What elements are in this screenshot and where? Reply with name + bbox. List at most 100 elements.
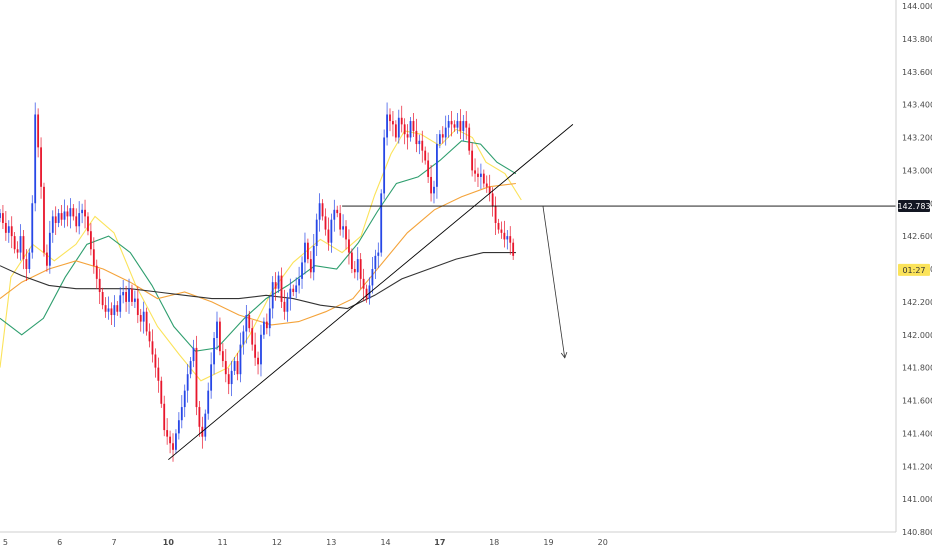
candle-body — [377, 252, 380, 256]
candle-body — [392, 121, 394, 125]
x-tick-label: 7 — [111, 538, 116, 547]
candle-body — [48, 232, 51, 266]
candle-body — [75, 216, 78, 227]
candle-body — [19, 236, 22, 253]
candle-body — [406, 134, 409, 138]
candle-body — [471, 150, 474, 171]
drawing-tools — [168, 124, 896, 461]
candle-body — [353, 269, 356, 273]
y-tick-label: 142.000 — [902, 331, 932, 340]
candle-body — [145, 311, 148, 332]
candle-body — [224, 361, 227, 375]
y-tick-label: 142.200 — [902, 298, 932, 307]
candle-body — [133, 298, 136, 302]
y-tick-label: 143.400 — [902, 101, 932, 110]
candle-body — [254, 344, 257, 358]
candle-body — [7, 226, 10, 233]
candle-body — [427, 160, 430, 177]
candle-body — [163, 403, 166, 431]
candle-body — [78, 213, 81, 227]
candle-body — [345, 226, 347, 240]
candle-body — [122, 292, 125, 296]
candle-body — [371, 269, 374, 286]
candle-body — [394, 124, 397, 138]
x-tick-label: 13 — [326, 538, 336, 547]
y-tick-label: 143.000 — [902, 166, 932, 175]
candle-body — [336, 209, 339, 214]
candle-body — [95, 265, 98, 279]
candle-body — [383, 137, 386, 194]
candle-body — [113, 305, 116, 316]
candle-body — [315, 219, 318, 246]
candle-body — [116, 305, 119, 312]
candle-body — [500, 229, 503, 233]
candle-body — [207, 390, 210, 414]
candle-body — [459, 121, 462, 131]
candle-body — [512, 242, 515, 256]
candle-body — [72, 208, 75, 217]
x-tick-label: 6 — [57, 538, 62, 547]
candlesticks — [0, 102, 515, 462]
moving-average-line — [0, 140, 517, 352]
y-tick-label: 144.000 — [902, 2, 932, 11]
price-axis[interactable]: 144.000 143.800 143.600 143.400 143.200 143.0… — [895, 0, 932, 537]
y-tick-label: 141.400 — [902, 429, 932, 438]
candle-body — [236, 361, 239, 375]
candle-body — [465, 121, 468, 128]
candle-body — [0, 213, 1, 219]
candle-body — [509, 236, 512, 243]
candle-body — [271, 282, 274, 309]
trendline[interactable] — [168, 124, 574, 461]
candle-body — [506, 236, 509, 240]
candle-body — [175, 433, 177, 450]
candle-body — [142, 311, 145, 322]
candle-body — [298, 278, 301, 286]
candle-body — [441, 134, 444, 138]
candle-body — [151, 341, 154, 355]
forecast-arrow[interactable] — [542, 206, 566, 358]
y-tick-label: 142.600 — [902, 232, 932, 241]
candle-body — [189, 361, 192, 375]
y-tick-label: 143.200 — [902, 134, 932, 143]
candle-body — [242, 331, 245, 345]
candle-body — [180, 407, 183, 421]
candle-body — [359, 259, 362, 279]
candle-body — [468, 127, 471, 151]
candle-body — [321, 203, 324, 217]
candle-body — [216, 321, 218, 339]
candle-body — [60, 213, 63, 220]
candle-body — [277, 275, 280, 289]
candle-body — [462, 121, 465, 131]
candle-body — [213, 338, 215, 365]
time-axis[interactable]: 5 6 7 10 11 12 13 14 17 18 19 20 — [0, 531, 896, 547]
candle-body — [350, 252, 353, 269]
moving-average-line — [0, 182, 516, 326]
candle-body — [69, 208, 72, 217]
candle-body — [227, 374, 230, 385]
candle-body — [485, 183, 488, 187]
candle-body — [412, 121, 415, 131]
y-tick-label: 141.000 — [902, 495, 932, 504]
candle-body — [37, 114, 40, 148]
candle-body — [477, 173, 479, 177]
countdown-label: 01:27 — [902, 266, 925, 275]
candle-body — [84, 209, 86, 217]
candle-body — [365, 288, 368, 299]
candle-body — [494, 206, 497, 223]
x-tick-label: 10 — [163, 538, 175, 547]
y-tick-label: 140.800 — [902, 528, 932, 537]
candle-body — [119, 295, 122, 312]
candle-body — [283, 301, 286, 312]
candle-body — [453, 124, 456, 128]
candle-body — [482, 173, 485, 184]
candle-body — [110, 308, 113, 316]
candle-body — [195, 347, 198, 408]
candle-body — [107, 308, 110, 312]
candle-body — [304, 242, 306, 263]
candle-body — [239, 344, 242, 375]
candle-body — [450, 121, 453, 125]
horizontal-level-tag: 142.783 — [897, 200, 931, 213]
y-tick-label: 143.800 — [902, 35, 932, 44]
x-tick-label: 17 — [434, 538, 445, 547]
